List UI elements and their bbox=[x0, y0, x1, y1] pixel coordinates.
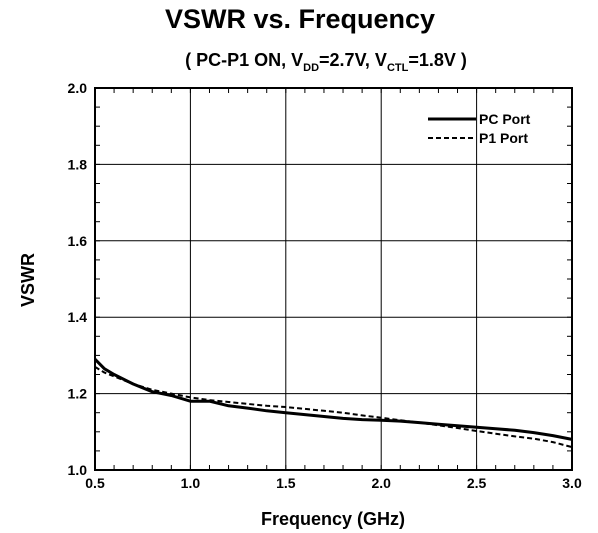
chart-title: VSWR vs. Frequency bbox=[165, 4, 435, 34]
x-tick-label: 3.0 bbox=[562, 475, 582, 491]
plot-frame bbox=[94, 87, 573, 471]
subtitle-pre: ( PC-P1 ON, V bbox=[185, 50, 303, 70]
x-tick-label: 0.5 bbox=[85, 475, 105, 491]
x-tick-label: 1.5 bbox=[276, 475, 296, 491]
subtitle-mid: =2.7V, V bbox=[319, 50, 387, 70]
subtitle-sub-ctl: CTL bbox=[387, 62, 409, 74]
series-line-p1-port bbox=[94, 366, 573, 449]
x-axis-title: Frequency (GHz) bbox=[261, 509, 405, 529]
legend-label-p1-port: P1 Port bbox=[479, 130, 528, 146]
y-tick-label: 1.2 bbox=[68, 386, 88, 402]
x-tick-label: 1.0 bbox=[181, 475, 201, 491]
legend: PC Port P1 Port bbox=[428, 111, 531, 146]
subtitle-post: =1.8V ) bbox=[408, 50, 467, 70]
y-tick-label: 1.0 bbox=[68, 462, 88, 478]
subtitle-sub-dd: DD bbox=[303, 62, 319, 74]
chart-subtitle: ( PC-P1 ON, VDD=2.7V, VCTL=1.8V ) bbox=[185, 50, 467, 74]
y-axis-title: VSWR bbox=[18, 253, 38, 307]
y-tick-label: 1.4 bbox=[68, 309, 88, 325]
tick-labels: 0.5 1.0 1.5 2.0 2.5 3.01.01.21.41.61.82.0 bbox=[68, 80, 582, 491]
x-tick-label: 2.5 bbox=[467, 475, 487, 491]
x-tick-label: 2.0 bbox=[371, 475, 391, 491]
legend-label-pc-port: PC Port bbox=[479, 111, 531, 127]
y-tick-label: 2.0 bbox=[68, 80, 88, 96]
series-line-pc-port bbox=[93, 358, 573, 441]
y-tick-label: 1.6 bbox=[68, 233, 88, 249]
y-tick-label: 1.8 bbox=[68, 156, 88, 172]
series-lines bbox=[93, 358, 573, 449]
